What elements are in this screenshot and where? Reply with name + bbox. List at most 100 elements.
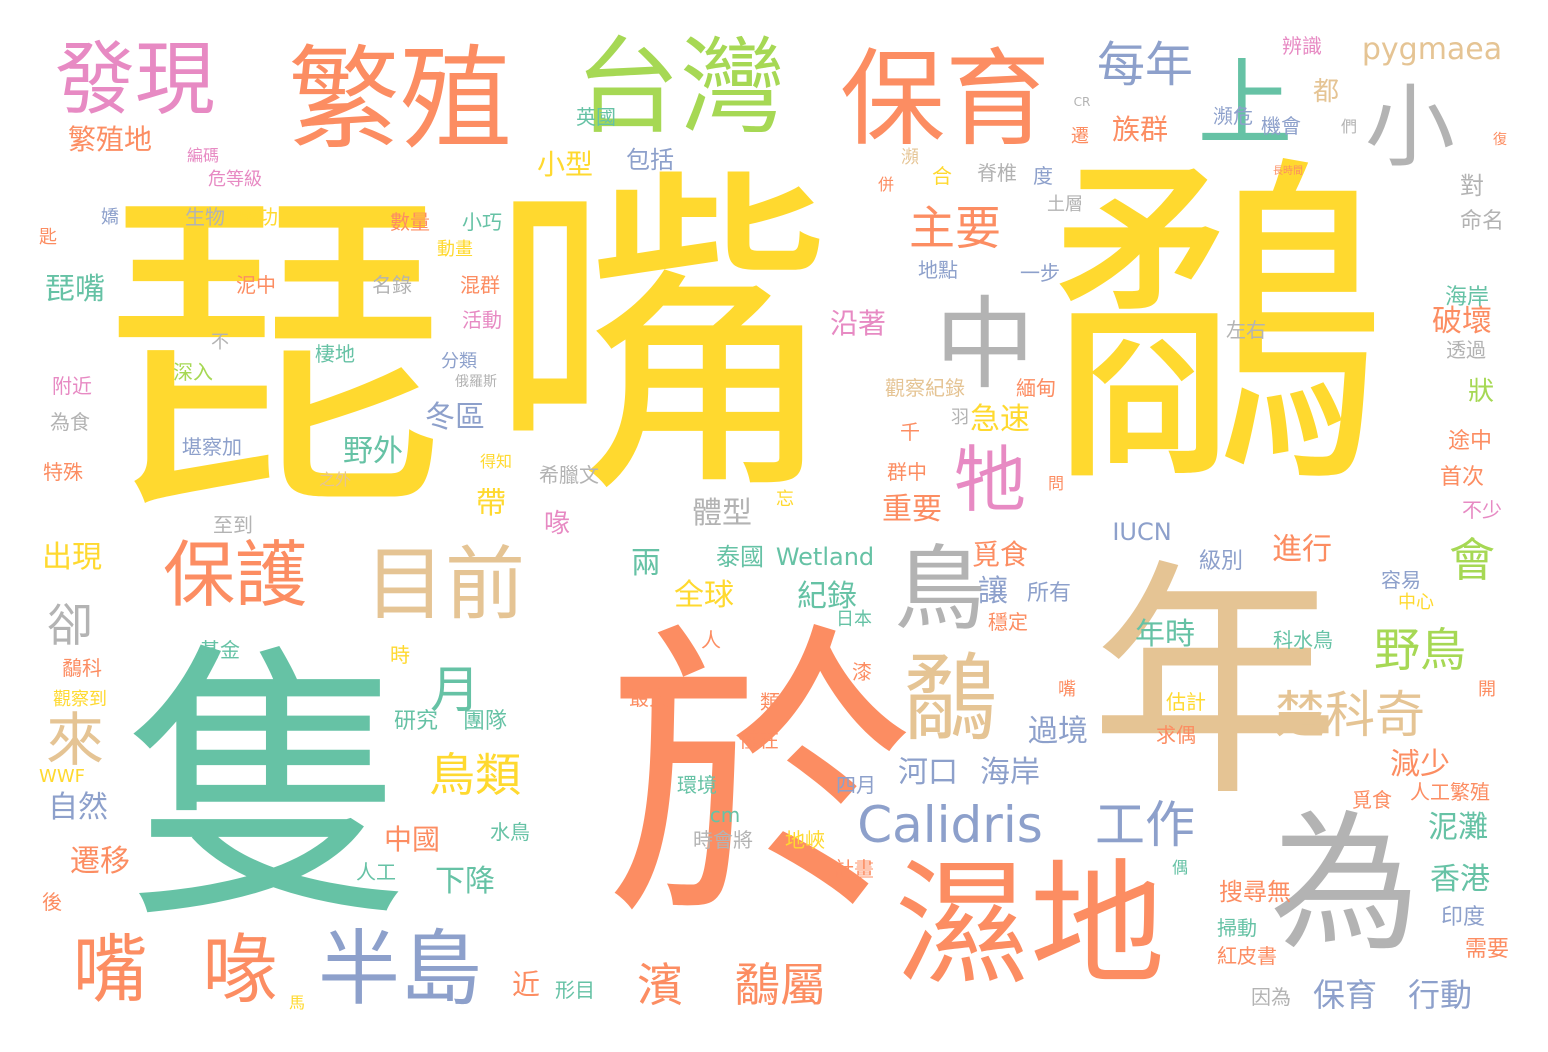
word-ren: 人	[701, 628, 721, 652]
word-fanzhi: 繁殖	[288, 35, 512, 165]
word-bu: 不	[211, 332, 229, 353]
word-wwf: WWF	[39, 766, 85, 787]
word-kanchajia: 堪察加	[182, 435, 242, 459]
word-bing: 併	[877, 175, 895, 194]
word-guojing: 過境	[1028, 714, 1088, 749]
word-zhong: 中	[935, 286, 1035, 403]
word-hui-can: 會	[1449, 533, 1495, 587]
word-zui: 嘴	[487, 139, 833, 541]
word-qidi: 棲地	[315, 342, 355, 366]
word-ou: 偶	[1171, 858, 1189, 877]
word-faxian: 發現	[55, 33, 215, 126]
word-bushao: 不少	[1462, 498, 1502, 522]
word-qian-move: 遷	[1071, 126, 1089, 147]
word-wei: 為	[1269, 798, 1421, 972]
word-shidi: 濕地	[895, 846, 1165, 1004]
word-jisu: 急速	[970, 402, 1030, 437]
word-calidris: Calidris	[857, 796, 1043, 854]
word-baoyu: 保育	[839, 38, 1051, 161]
word-xiao: 小	[1365, 75, 1455, 180]
word-zhuang: 狀	[1467, 377, 1495, 407]
word-wang: 忘	[776, 489, 794, 510]
word-yibu: 一步	[1020, 261, 1060, 285]
word-tuceng: 土層	[1047, 194, 1083, 215]
word-dongqu: 冬區	[425, 400, 485, 435]
word-rang: 讓	[978, 574, 1008, 609]
word-mishi-small: 覓食	[1352, 788, 1392, 812]
word-zhuyao: 主要	[909, 201, 1001, 255]
word-zhongyao: 重要	[882, 492, 942, 527]
word-hongpishu: 紅皮書	[1217, 944, 1277, 968]
word-yanjiu: 研究	[393, 709, 439, 734]
word-taiwan: 台灣	[574, 26, 786, 149]
word-baokuo: 包括	[626, 146, 674, 174]
word-jihua: 計畫	[834, 857, 874, 881]
word-dezhi: 得知	[479, 452, 513, 471]
word-riben: 日本	[836, 609, 872, 630]
word-touguo: 透過	[1446, 338, 1486, 362]
word-yanzhe: 沿著	[829, 307, 887, 340]
word-shengwu: 生物	[185, 205, 225, 229]
word-pohuai: 破壞	[1432, 304, 1492, 339]
word-haian-green: 海岸	[1444, 285, 1490, 310]
word-hui-pink: 喙	[543, 509, 571, 539]
word-qiuou: 求偶	[1156, 723, 1196, 747]
word-xilawen: 希臘文	[539, 463, 599, 487]
word-yinwei: 因為	[1251, 985, 1291, 1009]
word-jibie: 級別	[1198, 549, 1244, 574]
word-dai: 帶	[476, 486, 506, 521]
word-meinian: 每年	[1096, 37, 1194, 93]
word-sousuowu: 搜尋無	[1219, 878, 1291, 906]
word-haian: 海岸	[980, 755, 1040, 790]
word-rengongfanzhi: 人工繁殖	[1410, 780, 1490, 804]
word-suoyou: 所有	[1026, 581, 1072, 606]
word-rengong: 人工	[356, 860, 396, 884]
word-hekou: 河口	[898, 755, 958, 790]
word-qi: 漆	[852, 660, 872, 684]
word-tuandui: 團隊	[462, 709, 508, 734]
word-bianshi: 辨識	[1282, 34, 1322, 58]
word-nizhong: 泥中	[236, 273, 276, 297]
word-he: 合	[932, 164, 952, 188]
word-guanchajilu: 觀察紀錄	[885, 376, 965, 400]
word-tixing: 體型	[692, 496, 752, 531]
word-guanchadao: 觀察到	[53, 689, 107, 710]
word-dixia: 地峽	[785, 828, 825, 852]
word-zhongxin: 中心	[1398, 592, 1434, 613]
word-shenru: 深入	[173, 360, 213, 384]
word-zuqun: 族群	[1111, 113, 1169, 146]
word-niaolei: 鳥類	[429, 748, 521, 802]
word-zui-tiny: 嘴	[1058, 679, 1076, 700]
word-chenggong: 成功	[238, 205, 278, 229]
word-weidengji: 危等級	[208, 169, 262, 190]
word-yuu: 羽	[951, 407, 969, 428]
word-keshuiniao: 科水鳥	[1273, 628, 1333, 652]
word-gongzuo: 工作	[1095, 796, 1195, 854]
word-liang: 兩	[631, 546, 661, 581]
word-qunzhong: 群中	[887, 460, 927, 484]
word-binwei: 瀕危	[1213, 104, 1253, 128]
word-jilu: 紀錄	[797, 579, 857, 614]
word-zuida: 最大	[629, 686, 669, 710]
word-quanqiu: 全球	[674, 578, 734, 613]
word-baohu: 保護	[162, 533, 308, 617]
word-taiguo: 泰國	[716, 543, 764, 571]
word-ziran: 自然	[48, 790, 108, 825]
word-du: 度	[1033, 164, 1053, 188]
word-men: 們	[1340, 117, 1358, 136]
word-shang: 上	[1197, 49, 1293, 160]
word-baoyu-blue: 保育	[1312, 976, 1378, 1014]
word-shouci: 首次	[1439, 465, 1485, 490]
word-yindu: 印度	[1440, 905, 1486, 930]
word-xingmu: 形目	[555, 978, 595, 1002]
word-hunqun: 混群	[460, 273, 500, 297]
word-bianma: 編碼	[186, 146, 220, 165]
word-yu: 鷸	[1042, 129, 1388, 531]
word-iucn: IUCN	[1112, 518, 1172, 546]
word-lei: 類	[760, 690, 780, 714]
word-guji: 估計	[1166, 690, 1206, 714]
word-donghua: 動畫	[437, 239, 473, 260]
word-cm: cm	[709, 803, 741, 827]
word-qianyi: 遷移	[70, 844, 130, 879]
word-xiaoxing: 小型	[536, 148, 594, 181]
